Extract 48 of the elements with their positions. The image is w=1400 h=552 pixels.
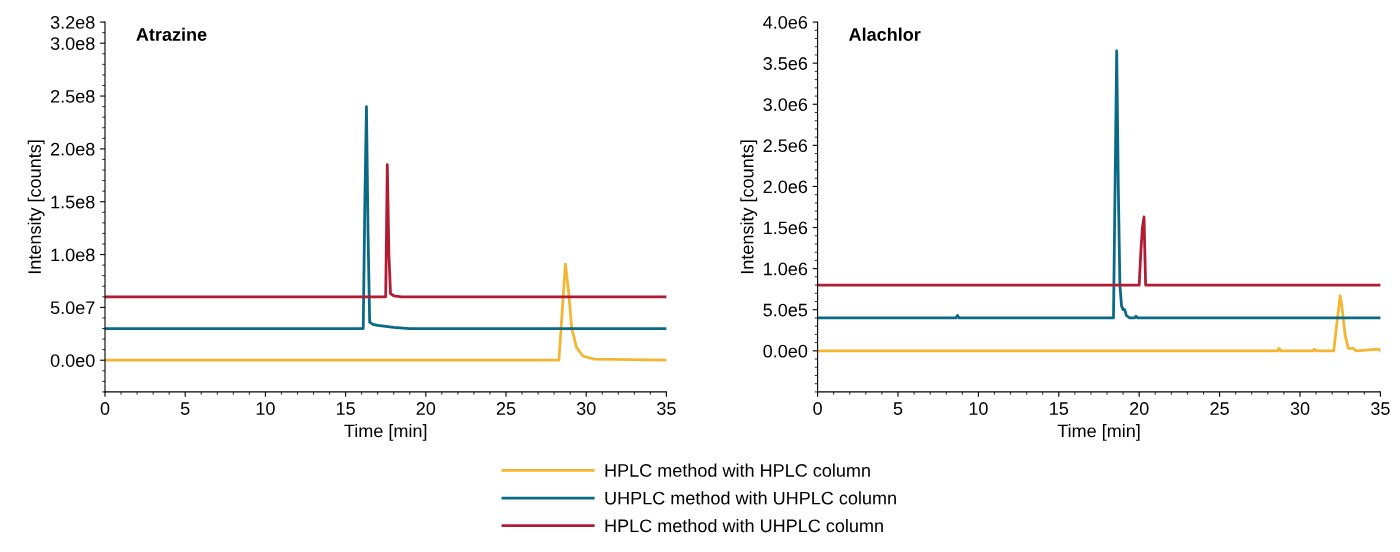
y-tick-label: 1.0e8 [51,248,95,262]
x-tick-label: 25 [496,402,516,415]
x-tick-label: 10 [256,402,275,415]
y-axis-title: Intensity [counts] [27,140,45,274]
x-tick-label: 25 [1210,402,1229,415]
x-tick-label: 30 [576,402,596,415]
y-tick-label: 1.0e6 [764,262,808,276]
y-tick-label: 5.0e7 [50,301,95,315]
x-axis-title: Time [min] [344,424,427,441]
y-tick-label: 2.0e8 [51,142,95,156]
x-tick-label: 15 [336,402,355,415]
x-tick-label: 0 [813,402,822,415]
y-tick-label: 2.0e6 [763,180,808,194]
y-axis-title: Intensity [counts] [740,140,758,274]
x-tick-label: 5 [893,402,903,415]
x-tick-label: 0 [100,402,110,415]
y-tick-label: 3.0e6 [763,98,808,111]
x-tick-label: 20 [1130,402,1149,415]
chart-title: Atrazine [136,27,207,41]
y-tick-label: 0.0e0 [50,354,95,367]
y-tick-label: 3.5e6 [763,57,808,70]
y-tick-label: 2.5e8 [51,89,95,103]
line-series [817,49,1381,320]
x-tick-label: 20 [416,402,436,415]
x-tick-label: 35 [1371,402,1390,415]
x-tick-label: 10 [969,402,988,415]
y-tick-label: 5.0e5 [763,303,808,317]
line-series [817,294,1381,353]
legend-label: HPLC method with UHPLC column [605,518,883,533]
y-tick-label: 1.5e8 [51,195,95,209]
x-tick-label: 15 [1050,402,1069,415]
line-series [105,262,667,362]
legend-label: HPLC method with HPLC column [605,463,870,477]
line-series [105,105,667,330]
x-tick-label: 5 [180,402,190,415]
legend-label: UHPLC method with UHPLC column [605,491,896,505]
line-series [817,215,1381,287]
y-tick-label: 2.5e6 [763,139,808,153]
y-tick-label: 3.0e8 [50,37,95,50]
y-tick-label: 1.5e6 [764,221,808,235]
line-series [105,163,667,299]
y-tick-label: 4.0e6 [763,16,808,29]
x-tick-label: 35 [657,402,676,415]
y-tick-label: 3.2e8 [50,16,95,29]
y-tick-label: 0.0e0 [763,344,808,358]
chart-title: Alachlor [849,27,921,41]
x-axis-title: Time [min] [1057,424,1140,441]
x-tick-label: 30 [1290,402,1310,415]
